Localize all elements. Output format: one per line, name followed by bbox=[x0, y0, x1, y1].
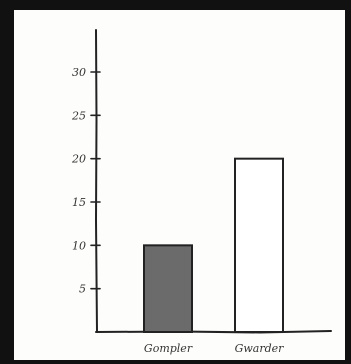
y-tick-group: 5 10 15 20 25 30 bbox=[71, 66, 101, 296]
x-label-group: Gompler Gwarder bbox=[144, 342, 284, 355]
y-tick-label: 30 bbox=[72, 66, 86, 79]
chart-axes bbox=[94, 29, 332, 334]
bar-group bbox=[143, 157, 284, 333]
y-tick-label: 10 bbox=[72, 239, 86, 252]
y-tick-label: 15 bbox=[72, 196, 86, 209]
x-tick-label: Gwarder bbox=[235, 342, 285, 355]
y-tick-label: 5 bbox=[79, 283, 86, 296]
bar-gwarder bbox=[234, 157, 284, 333]
bar-gompler bbox=[143, 244, 193, 333]
y-tick-label: 20 bbox=[71, 153, 86, 166]
x-axis-line bbox=[95, 330, 332, 334]
y-axis-line bbox=[94, 29, 98, 333]
y-tick-label: 25 bbox=[71, 109, 86, 122]
x-tick-label: Gompler bbox=[144, 342, 193, 355]
